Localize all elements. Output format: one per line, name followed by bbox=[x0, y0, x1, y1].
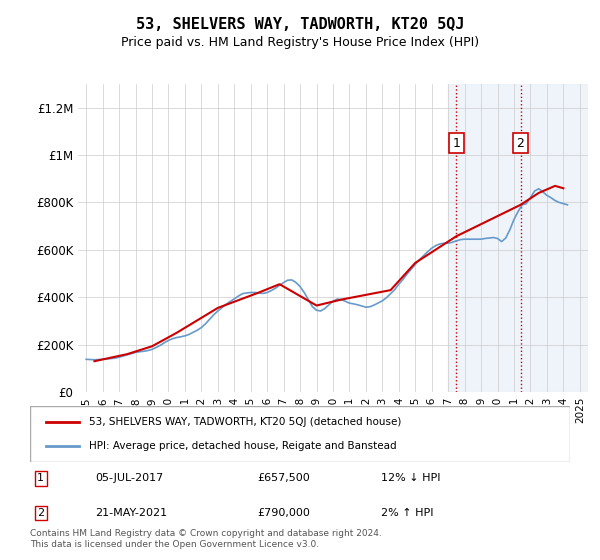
Text: £657,500: £657,500 bbox=[257, 473, 310, 483]
Text: HPI: Average price, detached house, Reigate and Banstead: HPI: Average price, detached house, Reig… bbox=[89, 441, 397, 451]
Text: 12% ↓ HPI: 12% ↓ HPI bbox=[381, 473, 440, 483]
Text: 2: 2 bbox=[517, 137, 524, 150]
Text: Price paid vs. HM Land Registry's House Price Index (HPI): Price paid vs. HM Land Registry's House … bbox=[121, 36, 479, 49]
Text: 2: 2 bbox=[37, 508, 44, 518]
Bar bbox=[448, 84, 588, 392]
Text: 53, SHELVERS WAY, TADWORTH, KT20 5QJ: 53, SHELVERS WAY, TADWORTH, KT20 5QJ bbox=[136, 17, 464, 32]
Text: £790,000: £790,000 bbox=[257, 508, 310, 518]
FancyBboxPatch shape bbox=[30, 406, 570, 462]
Text: 21-MAY-2021: 21-MAY-2021 bbox=[95, 508, 167, 518]
Text: 1: 1 bbox=[37, 473, 44, 483]
Text: 53, SHELVERS WAY, TADWORTH, KT20 5QJ (detached house): 53, SHELVERS WAY, TADWORTH, KT20 5QJ (de… bbox=[89, 417, 402, 427]
Text: 05-JUL-2017: 05-JUL-2017 bbox=[95, 473, 163, 483]
Text: Contains HM Land Registry data © Crown copyright and database right 2024.
This d: Contains HM Land Registry data © Crown c… bbox=[30, 529, 382, 549]
Text: 1: 1 bbox=[452, 137, 460, 150]
Text: 2% ↑ HPI: 2% ↑ HPI bbox=[381, 508, 433, 518]
